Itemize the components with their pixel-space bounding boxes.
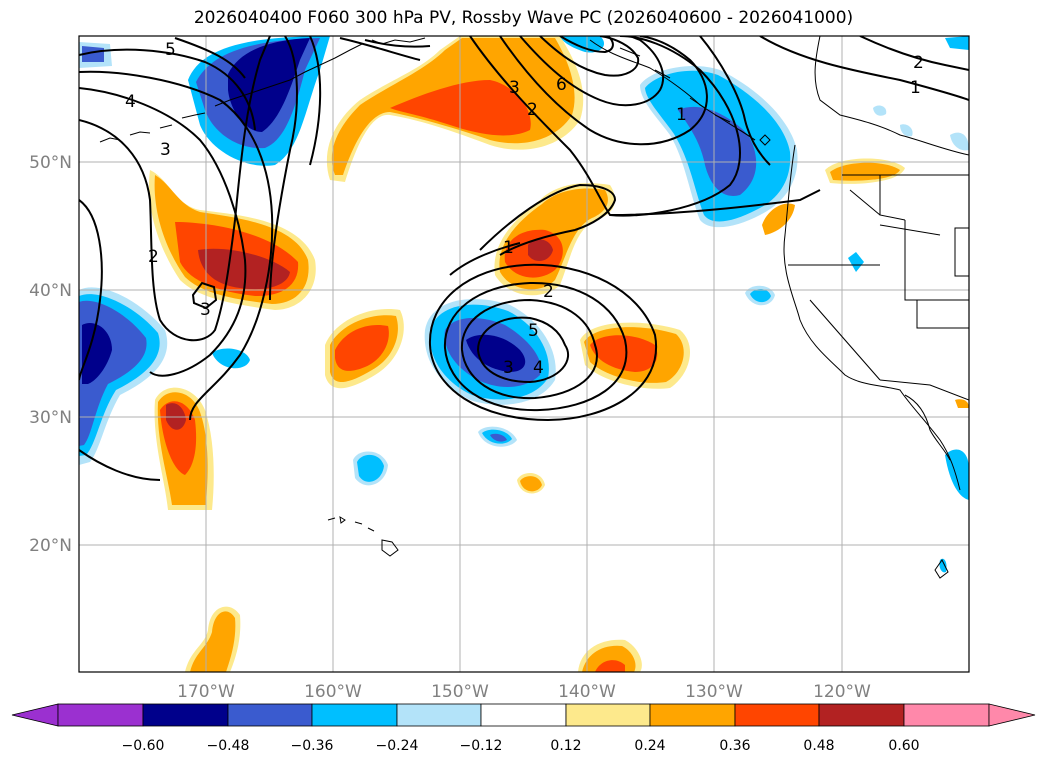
colorbar-segment bbox=[57, 703, 144, 727]
small-contour-hexagon bbox=[191, 281, 218, 310]
colorbar-segment bbox=[565, 703, 651, 727]
latitude-label: 20°N bbox=[29, 536, 72, 556]
contour-label: 3 bbox=[160, 140, 171, 160]
colorbar-ticks: −0.60 −0.48 −0.36 −0.24 −0.12 0.12 0.24 … bbox=[122, 738, 920, 754]
colorbar-tick-label: 0.48 bbox=[803, 738, 834, 754]
coastlines bbox=[99, 36, 969, 579]
latitude-label: 40°N bbox=[29, 281, 72, 301]
contour-label: 1 bbox=[676, 105, 687, 125]
contour-label: 5 bbox=[165, 40, 176, 60]
contour-label: 3 bbox=[200, 300, 211, 320]
colorbar-tick-label: 0.36 bbox=[719, 738, 750, 754]
longitude-label: 170°W bbox=[177, 682, 235, 702]
longitude-labels: 170°W 160°W 150°W 140°W 130°W 120°W bbox=[177, 682, 871, 702]
colorbar-segment bbox=[734, 703, 820, 727]
contour-label: 5 bbox=[528, 321, 539, 341]
colorbar-segment bbox=[311, 703, 398, 727]
colorbar-tick-label: −0.48 bbox=[207, 738, 250, 754]
contour-label: 3 bbox=[509, 78, 520, 98]
contour-label: 6 bbox=[556, 75, 567, 95]
colorbar-segment bbox=[396, 703, 482, 727]
colorbar-tick-label: 0.12 bbox=[550, 738, 581, 754]
contour-label: 2 bbox=[913, 53, 924, 73]
contour-label: 2 bbox=[543, 282, 554, 302]
colorbar-segment bbox=[649, 703, 736, 727]
latitude-label: 50°N bbox=[29, 153, 72, 173]
colorbar-segment bbox=[142, 703, 229, 727]
contour-label: 4 bbox=[533, 358, 544, 378]
contour-label: 2 bbox=[527, 100, 538, 120]
colorbar-tick-label: −0.36 bbox=[291, 738, 334, 754]
contour-label: 1 bbox=[503, 238, 514, 258]
latitude-labels: 50°N 40°N 30°N 20°N bbox=[29, 153, 72, 556]
colorbar-extend-left bbox=[11, 703, 59, 727]
pv-contours bbox=[79, 36, 969, 481]
gridlines bbox=[79, 36, 969, 672]
colorbar-tick-label: 0.24 bbox=[634, 738, 665, 754]
colorbar bbox=[11, 703, 1036, 727]
longitude-label: 150°W bbox=[431, 682, 489, 702]
contour-label: 3 bbox=[503, 358, 514, 378]
colorbar-tick-label: −0.12 bbox=[460, 738, 503, 754]
contour-label-group: 5 4 3 2 2 3 1 2 3 4 5 3 6 1 2 1 bbox=[125, 40, 924, 378]
colorbar-tick-label: −0.60 bbox=[122, 738, 165, 754]
longitude-label: 140°W bbox=[558, 682, 616, 702]
map-area bbox=[79, 36, 969, 672]
map-title: 2026040400 F060 300 hPa PV, Rossby Wave … bbox=[193, 8, 854, 28]
latitude-label: 30°N bbox=[29, 408, 72, 428]
contour-label: 4 bbox=[125, 92, 136, 112]
colorbar-tick-label: 0.60 bbox=[888, 738, 919, 754]
colorbar-segment bbox=[903, 703, 990, 727]
map-frame bbox=[78, 35, 970, 673]
longitude-label: 120°W bbox=[813, 682, 871, 702]
longitude-label: 130°W bbox=[685, 682, 743, 702]
contour-label: 1 bbox=[910, 78, 921, 98]
longitude-label: 160°W bbox=[304, 682, 362, 702]
colorbar-extend-right bbox=[988, 703, 1036, 727]
colorbar-segment bbox=[227, 703, 313, 727]
contour-label: 2 bbox=[148, 247, 159, 267]
colorbar-segment bbox=[480, 703, 567, 727]
colorbar-segment bbox=[818, 703, 905, 727]
colorbar-tick-label: −0.24 bbox=[376, 738, 419, 754]
